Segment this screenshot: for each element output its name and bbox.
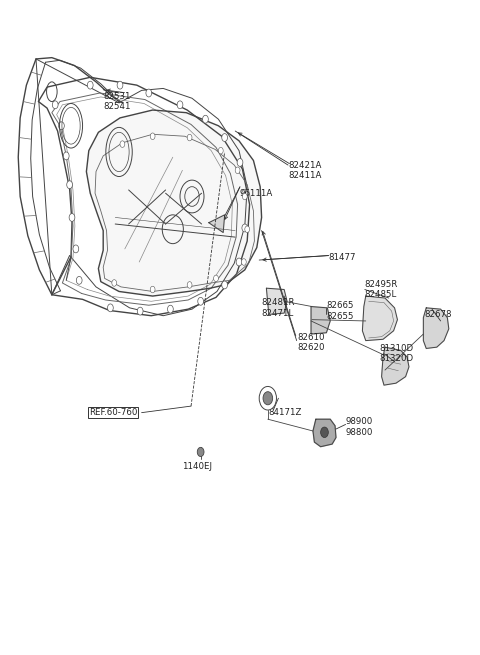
Circle shape [198,297,204,305]
Circle shape [87,81,93,89]
Polygon shape [362,296,397,341]
Text: 96111A: 96111A [240,189,273,198]
Polygon shape [266,288,287,314]
Text: 82610
82620: 82610 82620 [298,333,325,352]
Text: 84171Z: 84171Z [269,408,302,417]
Circle shape [137,307,143,315]
Circle shape [150,286,155,293]
Circle shape [59,122,64,130]
Circle shape [177,101,183,109]
Circle shape [242,189,248,197]
Text: REF.60-760: REF.60-760 [89,408,137,417]
Circle shape [263,392,273,405]
Circle shape [222,134,228,141]
Polygon shape [209,215,225,233]
Circle shape [52,101,58,109]
Circle shape [222,281,228,289]
Circle shape [203,115,208,123]
Text: 82421A
82411A: 82421A 82411A [288,160,322,180]
Circle shape [241,259,246,265]
Circle shape [197,447,204,457]
Circle shape [242,193,247,200]
Polygon shape [313,419,336,447]
Circle shape [112,280,117,286]
Text: 82531
82541: 82531 82541 [103,92,131,111]
Circle shape [120,141,125,147]
Circle shape [218,147,223,154]
Circle shape [168,305,173,313]
Circle shape [214,275,218,282]
Circle shape [73,245,79,253]
Text: 82495R
82485L: 82495R 82485L [365,280,398,299]
Text: 82481R
82471L: 82481R 82471L [262,298,295,318]
Text: 82678: 82678 [425,310,452,319]
Circle shape [63,152,69,160]
Circle shape [67,181,72,189]
Text: 81477: 81477 [329,253,356,262]
Circle shape [187,282,192,288]
Circle shape [235,167,240,174]
Polygon shape [423,308,449,348]
Text: 1140EJ: 1140EJ [182,462,212,471]
Circle shape [321,427,328,438]
Circle shape [242,224,248,232]
Circle shape [108,304,113,312]
Circle shape [69,214,75,221]
Circle shape [150,133,155,140]
Circle shape [187,134,192,141]
Circle shape [245,226,250,233]
Circle shape [117,81,123,89]
Circle shape [237,159,243,166]
Polygon shape [311,307,330,334]
Circle shape [259,386,276,410]
Polygon shape [382,347,409,385]
Circle shape [146,89,152,97]
Text: 98900
98800: 98900 98800 [346,417,373,437]
Text: 82665
82655: 82665 82655 [326,301,354,321]
Polygon shape [86,110,262,296]
Circle shape [236,258,242,266]
Text: 81310D
81320D: 81310D 81320D [379,344,413,364]
Circle shape [76,276,82,284]
